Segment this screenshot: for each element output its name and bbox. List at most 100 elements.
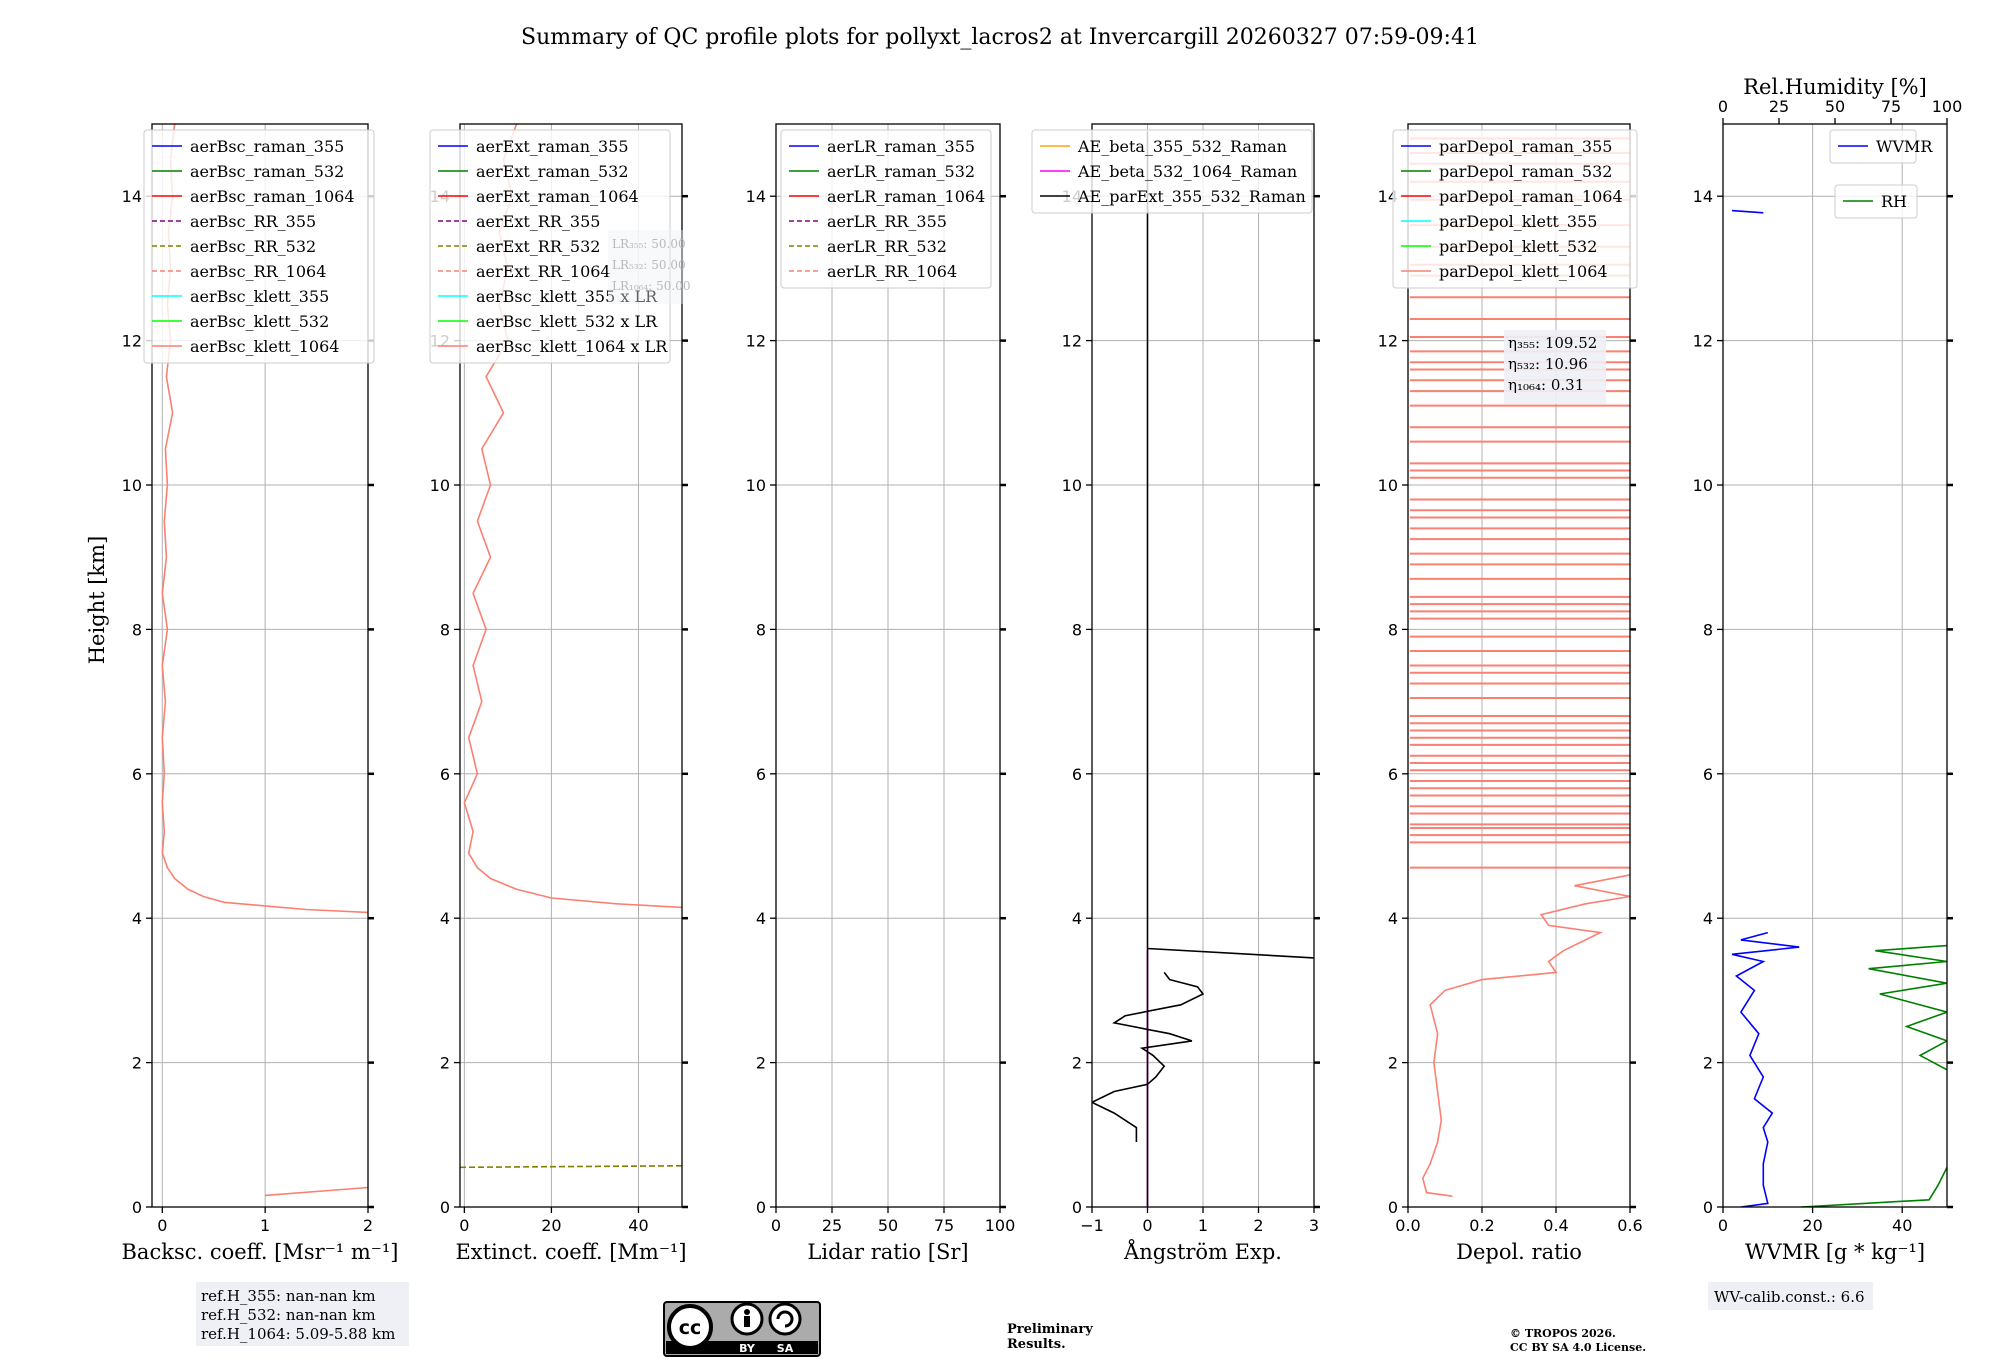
legend-entry: aerLR_raman_532 [827,162,975,181]
legend-entry: WVMR [1876,137,1933,156]
reference-height-box: ref.H_355: nan-nan km ref.H_532: nan-nan… [196,1282,409,1346]
x2-tick-label: 100 [1932,97,1963,116]
plot-area [1731,209,1947,1207]
y-tick-label: 4 [1388,909,1398,928]
axes-frame [151,123,369,1208]
x-tick-label: 1 [260,1216,270,1235]
legend: aerLR_raman_355 aerLR_raman_532 aerLR_rama… [780,129,992,289]
y-tick-label: 12 [122,332,142,351]
annotation-line: LR₅₃₂: 50.00 [612,258,686,272]
legend-entry: aerExt_RR_355 [476,212,600,231]
y-tick-label: 0 [756,1198,766,1217]
y-tick-label: 10 [1693,476,1713,495]
legend-entry: aerBsc_RR_1064 [190,262,326,281]
series-line-WVMR_top [1731,209,1764,214]
legend: AE_beta_355_532_Raman AE_beta_532_1064_Ra… [1031,129,1313,214]
y-tick-label: 4 [756,909,766,928]
annotation-line: η₅₃₂: 10.96 [1508,355,1588,373]
y-tick-label: 6 [1388,765,1398,784]
y-tick-label: 2 [440,1054,450,1073]
x-axis-label: Extinct. coeff. [Mm⁻¹] [455,1240,686,1264]
figure-title: Summary of QC profile plots for pollyxt_… [521,25,1479,50]
y-tick-label: 4 [132,909,142,928]
y-tick-label: 0 [1388,1198,1398,1217]
legend-entry: aerExt_RR_1064 [476,262,611,281]
annotation-box: η₃₅₅: 109.52 η₅₃₂: 10.96 η₁₀₆₄: 0.31 [1504,330,1606,404]
y-tick-label: 2 [756,1054,766,1073]
y-tick-label: 2 [1072,1054,1082,1073]
legend-entry: aerBsc_klett_1064 x LR [476,337,668,356]
legend-entry: parDepol_raman_355 [1439,137,1612,156]
legend-frame [1031,129,1313,214]
legend-entry: aerExt_raman_1064 [476,187,639,206]
y-tick-label: 12 [746,332,766,351]
legend-entry: aerExt_raman_532 [476,162,629,181]
by-person-body [744,1316,750,1327]
legend-entry: aerBsc_klett_532 [190,312,329,331]
y-tick-label: 10 [122,476,142,495]
x-axis-label: Depol. ratio [1456,1240,1582,1264]
y-tick-label: 8 [1072,620,1082,639]
reference-height-box-bg [196,1282,409,1346]
series-line-RH [1801,944,1947,1207]
x2-tick-label: 50 [1825,97,1845,116]
refh-355: ref.H_355: nan-nan km [201,1287,376,1305]
y-tick-label: 12 [1378,332,1398,351]
y-tick-label: 14 [122,187,142,206]
legend-frame [1834,184,1918,219]
legend-entry: AE_beta_532_1064_Raman [1077,162,1297,181]
sa-arrow-path [776,1310,794,1328]
legend-entry: aerBsc_klett_355 x LR [476,287,658,306]
y-tick-label: 10 [1378,476,1398,495]
y-tick-label: 0 [1703,1198,1713,1217]
legend-entry: aerLR_RR_532 [827,237,947,256]
x-tick-label: 0.2 [1469,1216,1494,1235]
legend-entry: RH [1881,192,1907,211]
x-tick-label: 0 [1142,1216,1152,1235]
legend-entry: aerBsc_raman_532 [190,162,344,181]
x2-axis-label: Rel.Humidity [%] [1743,75,1927,99]
y-tick-label: 6 [1703,765,1713,784]
y-tick-label: 6 [440,765,450,784]
panel-wv: 0 2 4 6 8 10 12 14 0 20 40 WVMR [g * kg⁻¹] 0 25 50 75 10… [1693,75,1963,1264]
annotation-line: η₁₀₆₄: 0.31 [1508,376,1584,394]
y-tick-label: 12 [1693,332,1713,351]
x-tick-label: 25 [822,1216,842,1235]
legend: aerExt_raman_355 aerExt_raman_532 aerExt_r… [429,129,671,364]
legend-frame [143,129,375,364]
legend-frame [429,129,671,364]
y-tick-label: 14 [746,187,766,206]
series-line-aerExt_RR_532 [460,1165,682,1169]
x-tick-label: −1 [1080,1216,1104,1235]
y-tick-label: 6 [756,765,766,784]
y-tick-label: 10 [430,476,450,495]
cc-by-label: BY [739,1342,756,1355]
x-tick-label: 0 [771,1216,781,1235]
legend-entry: parDepol_klett_355 [1439,212,1597,231]
y-tick-label: 10 [746,476,766,495]
x-tick-label: 3 [1309,1216,1319,1235]
legend-entry: aerBsc_raman_355 [190,137,344,156]
annotation-box-bg [608,230,684,304]
legend-entry: aerExt_raman_355 [476,137,629,156]
x-tick-label: 50 [878,1216,898,1235]
copyright-line-1: © TROPOS 2026. [1510,1327,1616,1340]
annotation-box-bg [1504,330,1606,404]
y-tick-label: 4 [1703,909,1713,928]
x2-tick-label: 75 [1881,97,1901,116]
legend-entry: AE_beta_355_532_Raman [1077,137,1287,156]
wv-calibration-constant: WV-calib.const.: 6.6 [1714,1288,1865,1306]
legend-entry: aerBsc_klett_355 [190,287,329,306]
axes-frame [1407,123,1631,1208]
series-line-WVMR [1731,931,1800,1207]
legend-entry: parDepol_raman_1064 [1439,187,1623,206]
by-person-head [744,1309,750,1315]
legend-entry: aerBsc_RR_355 [190,212,316,231]
plot-area [1409,137,1630,1197]
y-tick-label: 8 [440,620,450,639]
x-tick-label: 100 [985,1216,1016,1235]
